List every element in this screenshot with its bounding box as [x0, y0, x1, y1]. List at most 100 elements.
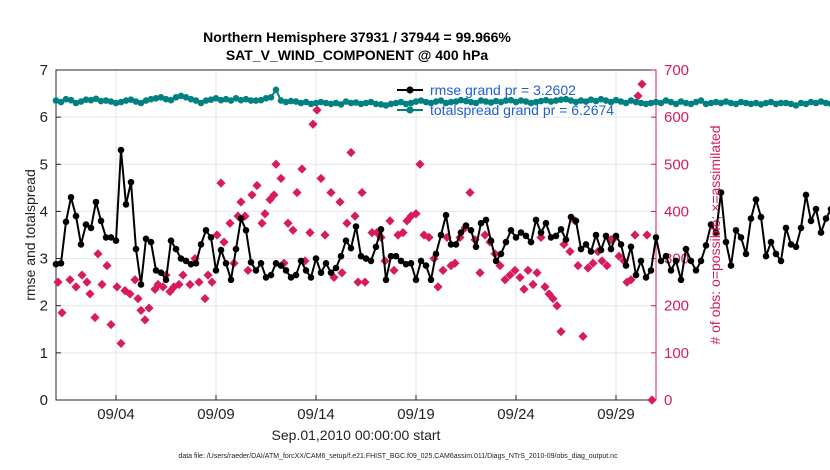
x-tick-label: 09/04 — [97, 406, 135, 423]
totalspread-point — [772, 100, 780, 108]
y-right-tick-label: 600 — [664, 109, 689, 126]
rmse-point — [357, 252, 365, 260]
obs-count-point — [565, 246, 575, 257]
rmse-point — [412, 276, 420, 284]
obs-count-point — [276, 173, 286, 184]
obs-count-point — [130, 275, 140, 285]
totalspread-point — [102, 97, 110, 104]
totalspread-point — [472, 99, 480, 107]
obs-count-point — [93, 249, 103, 259]
obs-count-point — [342, 218, 352, 228]
rmse-point — [517, 229, 525, 236]
y-tick-label: 2 — [40, 298, 48, 315]
rmse-point — [532, 216, 540, 224]
rmse-point — [392, 252, 400, 260]
rmse-point — [652, 234, 660, 241]
rmse-point — [612, 232, 620, 240]
totalspread-point — [497, 98, 505, 106]
rmse-point — [162, 276, 170, 284]
totalspread-point — [767, 98, 775, 106]
rmse-point — [182, 257, 190, 265]
totalspread-point — [177, 92, 185, 100]
totalspread-point — [702, 100, 710, 108]
totalspread-point — [457, 96, 465, 104]
obs-count-point — [165, 286, 175, 297]
rmse-point — [352, 223, 360, 230]
rmse-point — [672, 257, 680, 265]
obs-count-point — [357, 187, 367, 198]
rmse-point — [577, 245, 585, 253]
totalspread-point — [352, 99, 360, 106]
obs-count-point — [346, 147, 356, 158]
totalspread-point — [482, 98, 490, 105]
totalspread-point — [517, 97, 525, 104]
rmse-point — [137, 281, 145, 288]
rmse-point — [762, 252, 770, 260]
totalspread-point — [512, 98, 520, 106]
totalspread-point — [327, 100, 335, 108]
rmse-point — [217, 246, 225, 254]
totalspread-point — [792, 102, 800, 109]
totalspread-point — [647, 99, 655, 107]
rmse-point — [77, 241, 85, 248]
totalspread-point — [292, 98, 300, 105]
obs-count-point — [247, 190, 257, 200]
obs-count-point — [475, 268, 485, 278]
totalspread-point — [677, 98, 685, 105]
totalspread-point — [597, 95, 605, 103]
obs-count-point — [465, 187, 475, 198]
rmse-point — [252, 267, 260, 274]
obs-count-point — [169, 282, 179, 292]
totalspread-point — [797, 99, 805, 107]
rmse-point — [207, 234, 215, 241]
obs-count-point — [297, 164, 307, 174]
obs-count-point — [583, 263, 593, 273]
rmse-point — [737, 234, 745, 241]
totalspread-point — [607, 98, 615, 106]
rmse-point — [497, 250, 505, 258]
y-right-tick-label: 500 — [664, 156, 689, 173]
totalspread-point — [247, 97, 255, 104]
rmse-point — [267, 271, 275, 279]
totalspread-point — [587, 96, 595, 103]
rmse-point — [222, 260, 230, 267]
totalspread-point — [697, 97, 705, 104]
obs-count-point — [158, 282, 168, 292]
totalspread-point — [287, 97, 295, 105]
totalspread-point — [272, 86, 280, 94]
totalspread-point — [632, 98, 640, 106]
rmse-point — [92, 198, 100, 206]
obs-count-point — [174, 279, 184, 290]
totalspread-point — [612, 96, 620, 104]
y-axis-left: 0 1 2 3 4 5 6 7 — [40, 62, 61, 409]
rmse-point — [212, 267, 220, 274]
rmse-point — [537, 229, 545, 236]
obs-count-point — [283, 218, 293, 228]
totalspread-point — [382, 102, 390, 109]
totalspread-point — [67, 96, 75, 104]
rmse-point — [662, 252, 670, 260]
totalspread-point — [592, 97, 600, 105]
totalspread-point — [92, 95, 100, 103]
totalspread-point — [227, 97, 235, 104]
totalspread-point — [692, 98, 700, 106]
rmse-point — [342, 237, 350, 244]
rmse-point — [292, 271, 300, 279]
rmse-point — [462, 222, 470, 229]
y-right-tick-label: 400 — [664, 203, 689, 220]
obs-count-point — [552, 301, 562, 311]
totalspread-point — [82, 96, 90, 103]
rmse-point — [637, 257, 645, 265]
totalspread-point — [452, 98, 460, 105]
totalspread-point — [222, 95, 230, 103]
rmse-point — [97, 217, 105, 225]
rmse-point — [772, 250, 780, 258]
totalspread-point — [802, 100, 810, 108]
obs-count-point — [65, 275, 75, 285]
rmse-point — [327, 269, 335, 277]
rmse-point — [382, 276, 390, 284]
rmse-point — [457, 229, 465, 236]
totalspread-point — [322, 99, 330, 107]
obs-count-point — [71, 282, 81, 292]
x-tick-label: 09/19 — [397, 406, 435, 423]
